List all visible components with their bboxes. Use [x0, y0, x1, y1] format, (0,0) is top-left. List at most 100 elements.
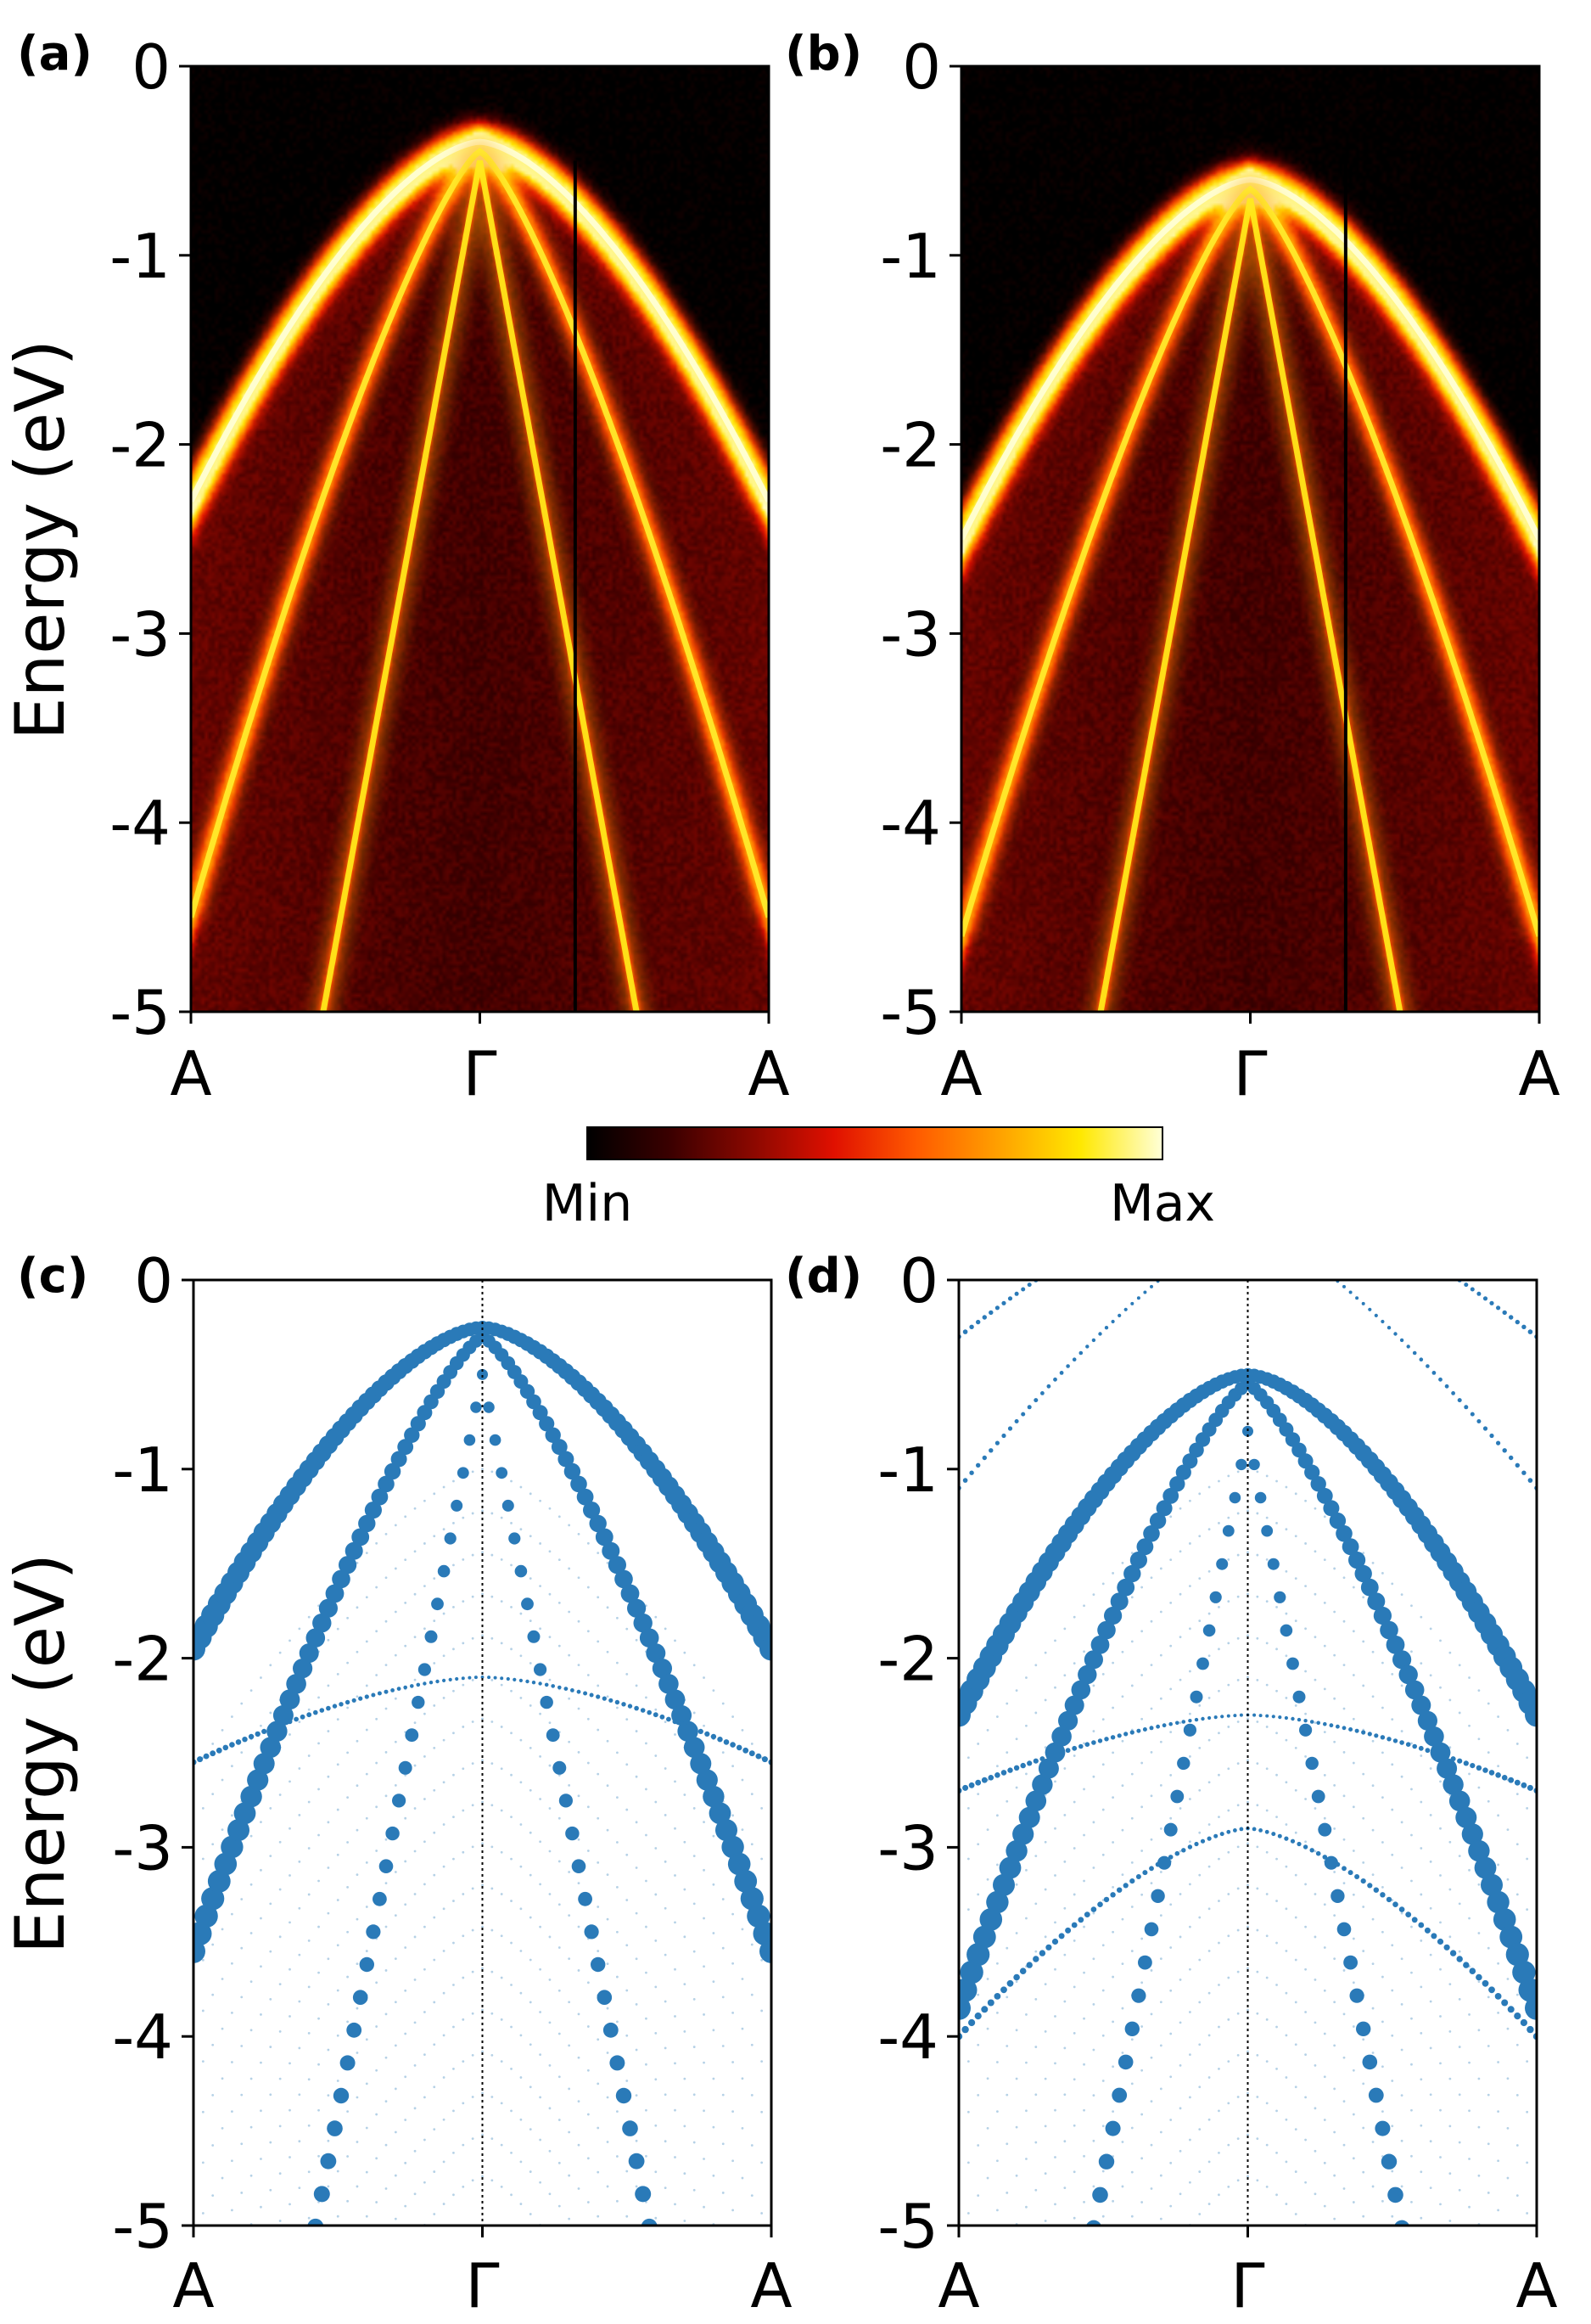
background-point: [1083, 1788, 1085, 1791]
band-point: [404, 1427, 420, 1444]
background-point: [1246, 1592, 1249, 1596]
background-point: [471, 2096, 474, 2098]
background-point: [490, 1762, 494, 1765]
background-point: [365, 2082, 368, 2085]
background-point: [1487, 2192, 1490, 2194]
band-point: [1183, 1723, 1196, 1737]
background-point: [471, 1762, 474, 1765]
background-point: [327, 1911, 330, 1915]
background-point: [481, 2050, 484, 2053]
background-point: [529, 1492, 532, 1496]
band-point: [1347, 1870, 1353, 1876]
band-point: [627, 1704, 633, 1709]
band-point: [1515, 1319, 1521, 1325]
band-point: [1090, 1635, 1110, 1654]
band-point: [583, 1691, 588, 1696]
band-point: [1007, 1767, 1013, 1773]
background-point: [1083, 1604, 1085, 1608]
background-point: [1381, 1885, 1384, 1889]
background-point: [1342, 1751, 1346, 1754]
band-point: [960, 1960, 983, 1984]
background-point: [1169, 1731, 1173, 1734]
background-point: [1448, 1983, 1452, 1985]
panel-label-c: (c): [17, 1249, 88, 1304]
background-point: [1179, 1636, 1182, 1639]
background-point: [1083, 1833, 1085, 1837]
band-point: [319, 1708, 325, 1713]
background-point: [529, 1620, 532, 1622]
background-point: [586, 2069, 590, 2072]
background-point: [510, 1648, 513, 1651]
band-point: [1202, 1245, 1204, 1248]
band-point: [1291, 1716, 1295, 1721]
band-point: [1207, 1715, 1212, 1721]
background-point: [1304, 2053, 1307, 2057]
band-point: [333, 2087, 350, 2104]
band-point: [1149, 1866, 1154, 1872]
background-point: [721, 1946, 725, 1950]
band-point: [1349, 1988, 1364, 2003]
band-point: [1286, 1657, 1299, 1670]
background-point: [1515, 1893, 1519, 1896]
band-point: [293, 1659, 313, 1679]
band-point: [1342, 1538, 1359, 1556]
band-point: [1194, 1717, 1199, 1722]
background-point: [1044, 2077, 1047, 2080]
background-point: [1314, 2192, 1317, 2196]
band-point: [366, 1924, 381, 1939]
band-point: [697, 1728, 703, 1734]
background-point: [683, 1840, 686, 1844]
background-point: [635, 1911, 638, 1915]
background-point: [568, 2174, 571, 2177]
background-point: [1246, 1509, 1249, 1513]
background-point: [490, 1470, 494, 1474]
background-point: [462, 2143, 465, 2147]
band-point: [959, 1996, 971, 2020]
background-point: [317, 1925, 320, 1928]
background-point: [1420, 1939, 1423, 1942]
background-point: [1352, 1586, 1355, 1589]
background-point: [1275, 1984, 1278, 1986]
background-point: [1025, 1676, 1028, 1679]
background-point: [654, 1985, 658, 1989]
background-point: [1169, 2032, 1173, 2035]
background-point: [519, 1654, 523, 1658]
band-point: [1482, 1426, 1488, 1431]
x-tick-label: Γ: [462, 1038, 496, 1109]
panel-label-d: (d): [785, 1249, 862, 1304]
background-point: [1218, 1732, 1220, 1735]
background-point: [1323, 1687, 1326, 1691]
y-tick-label: -5: [109, 977, 171, 1048]
background-point: [1044, 2220, 1047, 2222]
background-point: [1526, 2161, 1529, 2164]
background-point: [683, 2077, 686, 2080]
band-point: [1437, 1758, 1458, 1779]
background-point: [1218, 1773, 1220, 1777]
band-point: [988, 1775, 994, 1781]
background-point: [269, 2093, 272, 2097]
band-point: [652, 1659, 673, 1679]
background-point: [750, 2043, 753, 2046]
background-point: [712, 2174, 715, 2177]
background-point: [1448, 2172, 1452, 2175]
background-point: [539, 1712, 541, 1715]
band-point: [1426, 1364, 1430, 1368]
background-point: [221, 2077, 224, 2080]
background-point: [500, 2143, 503, 2147]
band-point: [1362, 2054, 1378, 2070]
background-point: [568, 1783, 571, 1787]
background-point: [307, 2124, 311, 2127]
background-point: [356, 1962, 359, 1965]
band-point: [1013, 1765, 1020, 1771]
background-point: [1381, 1706, 1384, 1709]
background-point: [260, 2061, 262, 2064]
background-point: [1458, 2141, 1461, 2144]
band-point: [679, 1721, 685, 1727]
background-point: [1044, 1935, 1047, 1939]
background-point: [1275, 2193, 1278, 2197]
background-point: [1468, 1676, 1471, 1679]
background-point: [1159, 1957, 1162, 1961]
band-point: [1084, 1742, 1090, 1747]
background-point: [1189, 2053, 1191, 2057]
band-point: [1007, 1426, 1013, 1431]
